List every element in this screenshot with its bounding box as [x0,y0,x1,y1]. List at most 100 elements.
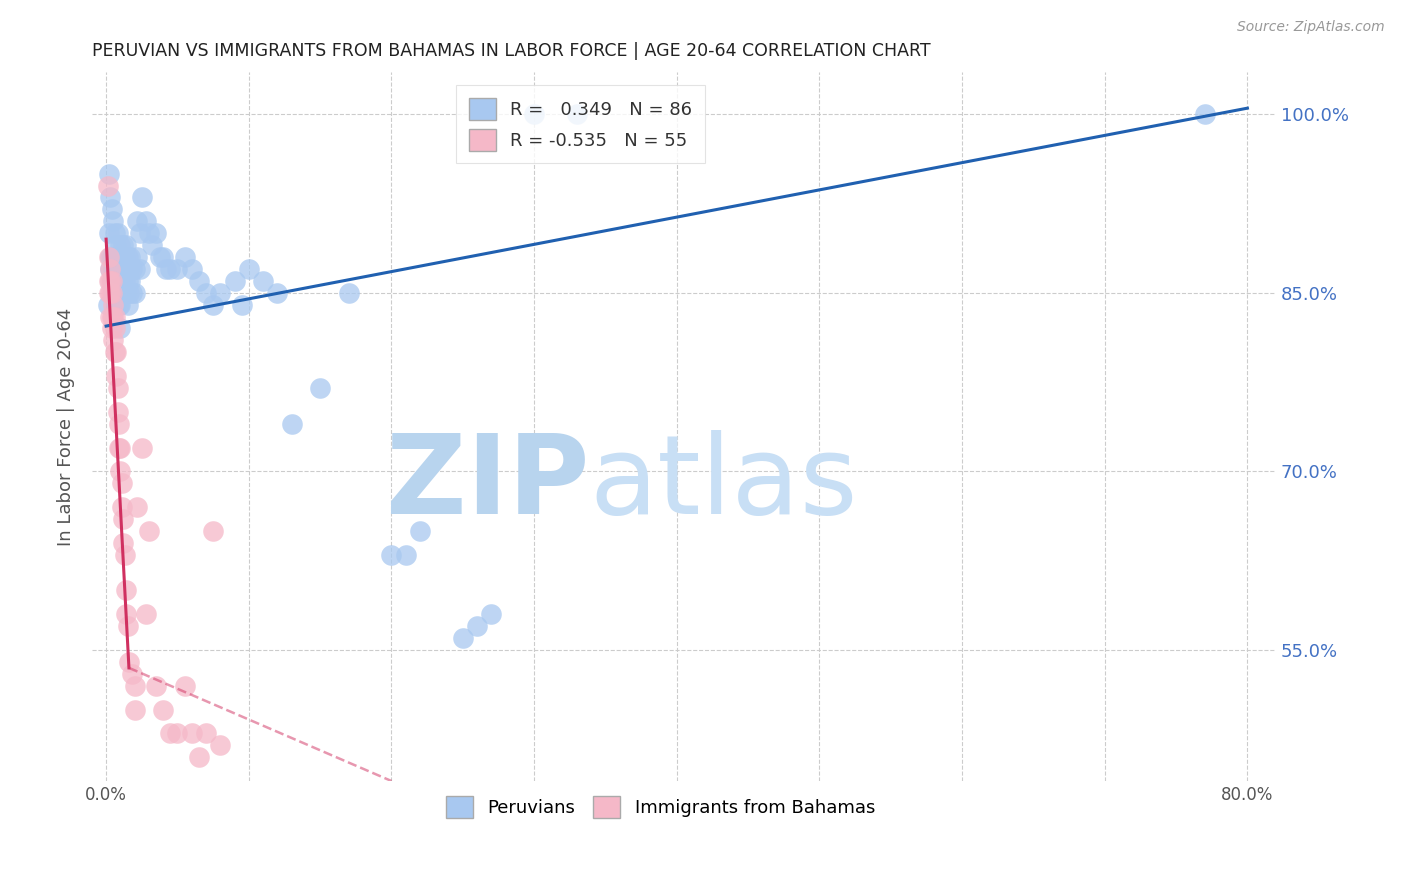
Point [173,250,195,264]
Text: ZIP: ZIP [385,430,589,537]
Point [105,298,128,312]
Point [107,261,129,276]
Point [202,298,225,312]
Point [104,285,127,300]
Point [107,381,129,395]
Point [112,512,135,526]
Point [100,285,122,300]
Point [155,261,177,276]
Point [98,167,121,181]
Point [111,500,134,514]
Point [105,238,128,252]
Point [129,261,152,276]
Point [117,298,139,312]
Point [103,214,125,228]
Point [409,524,432,538]
Point [108,274,131,288]
Point [187,274,209,288]
Point [110,261,132,276]
Point [395,548,418,562]
Point [451,631,474,645]
Point [101,250,124,264]
Point [103,334,125,348]
Point [114,250,136,264]
Point [100,310,122,324]
Point [129,226,152,240]
Point [135,214,157,228]
Point [127,250,149,264]
Point [114,274,136,288]
Point [159,726,181,740]
Point [180,726,202,740]
Point [337,285,360,300]
Point [111,250,134,264]
Point [101,274,124,288]
Point [100,274,122,288]
Point [96,298,118,312]
Point [166,261,188,276]
Point [479,607,502,622]
Point [124,285,146,300]
Point [166,726,188,740]
Point [523,107,546,121]
Point [108,441,131,455]
Point [138,524,160,538]
Point [103,261,125,276]
Point [101,202,124,217]
Point [121,666,143,681]
Point [120,274,142,288]
Point [117,619,139,633]
Point [111,476,134,491]
Point [209,739,232,753]
Y-axis label: In Labor Force | Age 20-64: In Labor Force | Age 20-64 [58,308,75,546]
Point [152,702,174,716]
Point [280,417,302,431]
Point [104,226,127,240]
Point [159,261,181,276]
Point [105,369,128,384]
Point [127,214,149,228]
Point [145,679,167,693]
Point [107,405,129,419]
Point [111,274,134,288]
Point [100,190,122,204]
Point [107,285,129,300]
Point [101,321,124,335]
Point [118,655,141,669]
Point [103,310,125,324]
Point [187,750,209,764]
Point [104,345,127,359]
Point [98,274,121,288]
Point [124,679,146,693]
Point [110,238,132,252]
Point [124,702,146,716]
Point [115,583,138,598]
Point [117,250,139,264]
Point [127,500,149,514]
Point [131,441,153,455]
Point [101,285,124,300]
Text: Source: ZipAtlas.com: Source: ZipAtlas.com [1237,20,1385,34]
Point [194,285,217,300]
Point [309,381,332,395]
Point [101,274,124,288]
Point [108,417,131,431]
Point [173,679,195,693]
Point [103,285,125,300]
Point [124,261,146,276]
Point [465,619,488,633]
Point [121,285,143,300]
Point [145,226,167,240]
Point [209,285,232,300]
Point [98,250,121,264]
Point [108,298,131,312]
Point [202,524,225,538]
Point [96,178,118,193]
Point [135,607,157,622]
Point [98,226,121,240]
Point [266,285,288,300]
Point [115,285,138,300]
Point [112,261,135,276]
Point [111,285,134,300]
Point [103,298,125,312]
